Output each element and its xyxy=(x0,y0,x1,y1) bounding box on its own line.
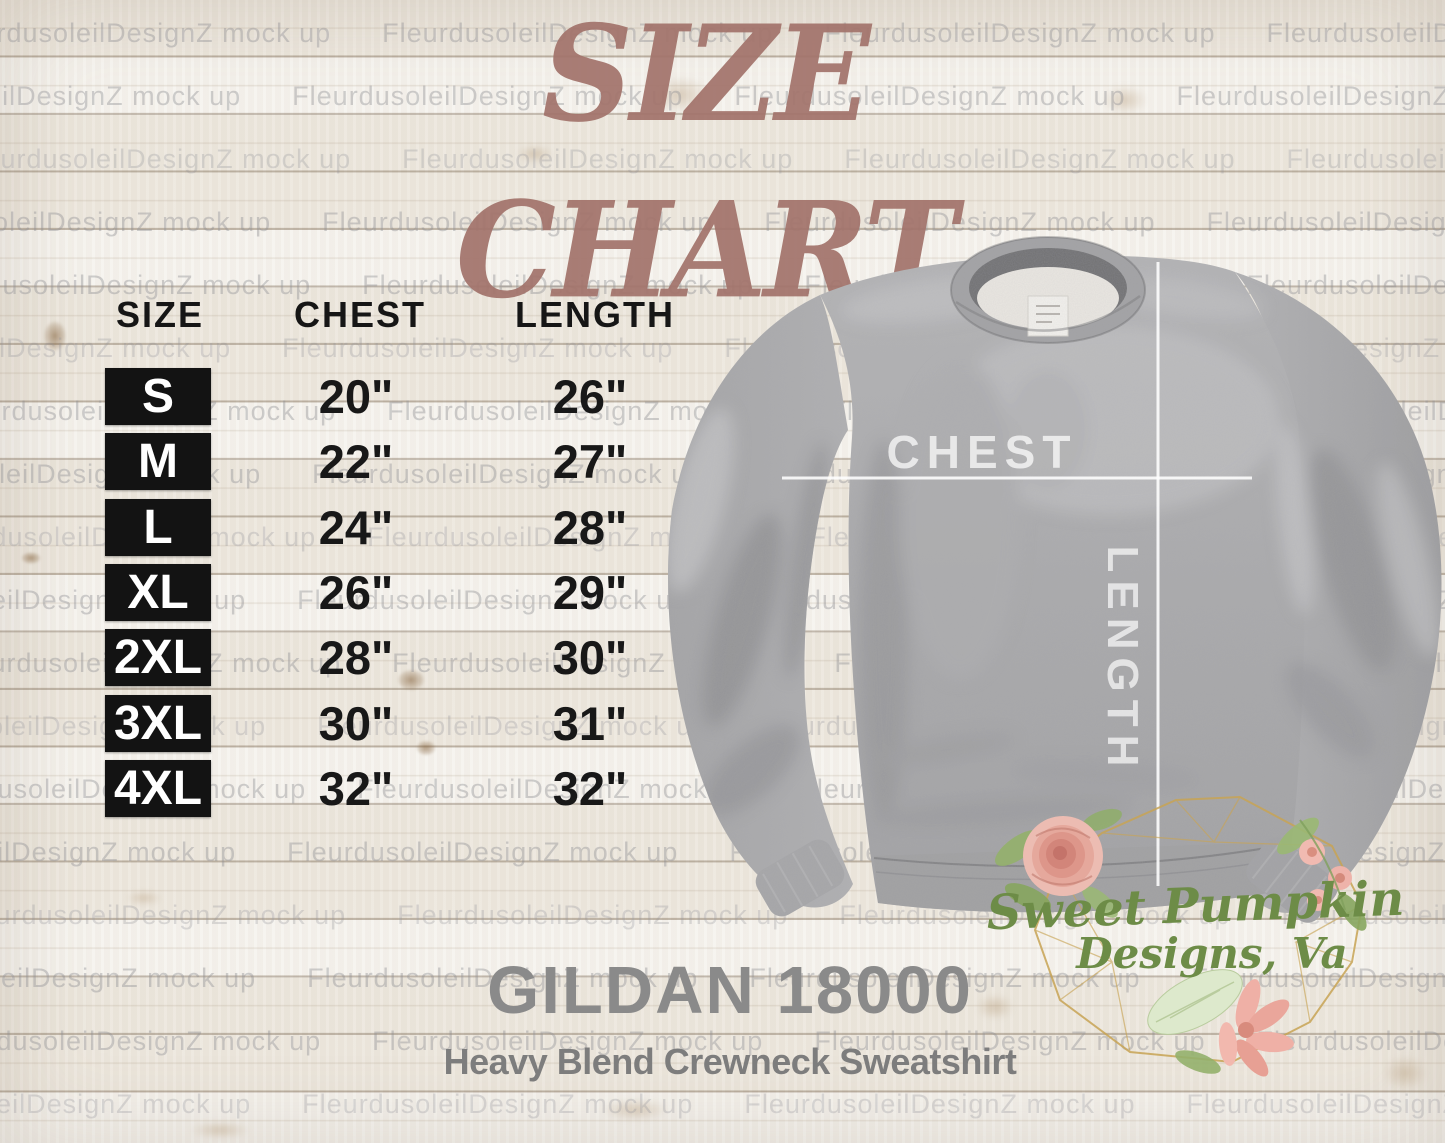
wood-stain xyxy=(120,888,168,908)
header-length: LENGTH xyxy=(515,294,675,335)
length-value: 26" xyxy=(552,370,628,423)
wood-stain xyxy=(1375,1050,1435,1096)
size-badge: M xyxy=(105,433,211,490)
chest-value: 26" xyxy=(318,566,394,619)
brand-name-line2: Designs, Va xyxy=(1075,929,1347,978)
chest-value: 30" xyxy=(318,697,394,750)
length-label: LENGTH xyxy=(1098,546,1147,775)
size-badge: 2XL xyxy=(105,629,211,686)
wood-stain xyxy=(590,1095,680,1125)
header-size: SIZE xyxy=(115,294,204,335)
table-row: M 22" 27" xyxy=(0,433,720,490)
product-name: GILDAN 18000 xyxy=(487,953,973,1028)
chest-label: CHEST xyxy=(887,426,1078,478)
wood-stain xyxy=(510,142,560,166)
chest-value: 22" xyxy=(318,435,394,488)
sweatshirt-illustration xyxy=(667,236,1442,923)
wood-stain xyxy=(180,1118,260,1142)
length-value: 31" xyxy=(552,697,628,750)
size-badge: 3XL xyxy=(105,695,211,752)
size-badge: 4XL xyxy=(105,760,211,817)
length-value: 32" xyxy=(552,762,628,815)
length-value: 29" xyxy=(552,566,628,619)
table-row: L 24" 28" xyxy=(0,499,720,556)
crewneck-collar xyxy=(950,236,1146,344)
brand-logo: Sweet Pumpkin Designs, Va xyxy=(986,795,1405,1077)
chest-value: 24" xyxy=(318,501,394,554)
size-badge: L xyxy=(105,499,211,556)
wood-stain xyxy=(970,990,1020,1024)
table-row: 3XL 30" 31" xyxy=(0,695,720,752)
wood-knot xyxy=(393,666,429,694)
size-badge: S xyxy=(105,368,211,425)
product-description: Heavy Blend Crewneck Sweatshirt xyxy=(443,1041,1017,1082)
table-row: S 20" 26" xyxy=(0,368,720,425)
table-row: 4XL 32" 32" xyxy=(0,760,720,817)
chest-value: 20" xyxy=(318,370,394,423)
chest-value: 32" xyxy=(318,762,394,815)
length-value: 27" xyxy=(552,435,628,488)
length-value: 28" xyxy=(552,501,628,554)
left-cuff xyxy=(755,839,845,917)
chest-value: 28" xyxy=(318,631,394,684)
table-row: 2XL 28" 30" xyxy=(0,629,720,686)
rose-illustration xyxy=(995,808,1122,918)
table-row: XL 26" 29" xyxy=(0,564,720,621)
wood-knot xyxy=(18,550,44,566)
geometric-gold-frame xyxy=(1033,795,1364,1064)
header-chest: CHEST xyxy=(293,294,426,335)
wood-knot xyxy=(413,738,439,758)
wood-knot xyxy=(40,316,70,356)
wood-stain xyxy=(1095,80,1155,120)
size-badge: XL xyxy=(105,564,211,621)
length-value: 30" xyxy=(552,631,628,684)
wood-stain xyxy=(640,70,720,120)
lily-illustration xyxy=(1147,969,1294,1077)
measurement-guides: CHEST LENGTH xyxy=(782,262,1252,886)
blossom-illustration xyxy=(1277,817,1367,931)
